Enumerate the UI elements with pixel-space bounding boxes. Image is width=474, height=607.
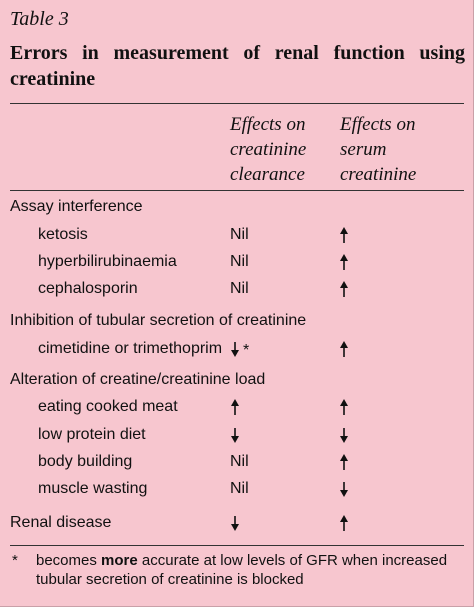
column-header-line: serum [340,139,387,160]
column-header-clearance: Effects on creatinine clearance [230,112,306,187]
table-row: muscle wasting Nil [0,480,474,504]
column-header-line: Effects on [230,114,306,135]
clearance-note: * [243,342,250,359]
column-header-serum: Effects on serum creatinine [340,112,416,187]
clearance-cell: Nil [230,280,249,298]
column-header-line: Effects on [340,114,416,135]
arrow-up-icon [339,515,349,533]
serum-cell [339,480,349,500]
row-label: hyperbilirubinaemia [38,253,177,270]
table-row: hyperbilirubinaemia Nil [0,253,474,277]
arrow-up-icon [339,399,349,417]
arrow-up-icon [339,227,349,245]
cell-text: Nil [230,280,249,297]
group-heading-row: Alteration of creatine/creatinine load [0,371,474,395]
table-row: cimetidine or trimethoprim * [0,340,474,364]
clearance-cell: Nil [230,253,249,271]
clearance-cell: Nil [230,453,249,471]
table-row: eating cooked meat [0,398,474,422]
arrow-down-icon [339,482,349,499]
row-label: low protein diet [38,426,146,443]
group-heading: Inhibition of tubular secretion of creat… [10,312,307,329]
group-heading: Renal disease [10,514,112,531]
row-label: cimetidine or trimethoprim [38,340,223,357]
footnote-marker: * [12,552,18,569]
group-heading-row: Inhibition of tubular secretion of creat… [0,312,474,336]
serum-cell [339,453,349,473]
group-heading: Alteration of creatine/creatinine load [10,371,266,388]
arrow-down-icon [230,428,240,445]
table-number: Table 3 [10,8,69,30]
arrow-down-icon [230,342,240,359]
footnote-text-part: becomes [36,552,102,569]
arrow-down-icon [230,516,240,533]
arrow-up-icon [339,341,349,359]
clearance-cell [230,514,240,534]
group-heading: Assay interference [10,198,143,215]
arrow-up-icon [339,254,349,272]
clearance-cell: Nil [230,480,249,498]
column-header-line: clearance [230,164,305,185]
serum-cell [339,226,349,246]
row-label: muscle wasting [38,480,148,497]
serum-cell [339,514,349,534]
table-row: low protein diet [0,426,474,450]
row-label: ketosis [38,226,88,243]
clearance-cell [230,426,240,446]
arrow-up-icon [339,454,349,472]
table-title: Errors in measurement of renal function … [10,42,465,90]
clearance-cell [230,398,240,418]
clearance-cell: Nil [230,226,249,244]
group-heading-row: Assay interference [0,198,474,222]
table-row: ketosis Nil [0,226,474,250]
serum-cell [339,280,349,300]
footnote-emphasis: more [101,552,138,569]
footnote-text-part: accurate at low levels of GFR when incre… [36,552,448,588]
row-label: eating cooked meat [38,398,178,415]
table-row: body building Nil [0,453,474,477]
clearance-cell: * [230,340,249,360]
cell-text: Nil [230,253,249,270]
cell-text: Nil [230,480,249,497]
top-rule [10,103,464,104]
arrow-down-icon [339,428,349,445]
arrow-up-icon [339,281,349,299]
column-header-line: creatinine [340,164,417,185]
group-heading-row: Renal disease [0,514,474,538]
cell-text: Nil [230,453,249,470]
serum-cell [339,398,349,418]
cell-text: Nil [230,226,249,243]
footnote-rule [10,545,464,546]
footnote-text: becomes more accurate at low levels of G… [36,551,466,589]
row-label: cephalosporin [38,280,138,297]
column-header-line: creatinine [230,139,307,160]
serum-cell [339,253,349,273]
header-rule [10,190,464,191]
row-label: body building [38,453,133,470]
serum-cell [339,340,349,360]
table-row: cephalosporin Nil [0,280,474,304]
arrow-up-icon [230,399,240,417]
serum-cell [339,426,349,446]
